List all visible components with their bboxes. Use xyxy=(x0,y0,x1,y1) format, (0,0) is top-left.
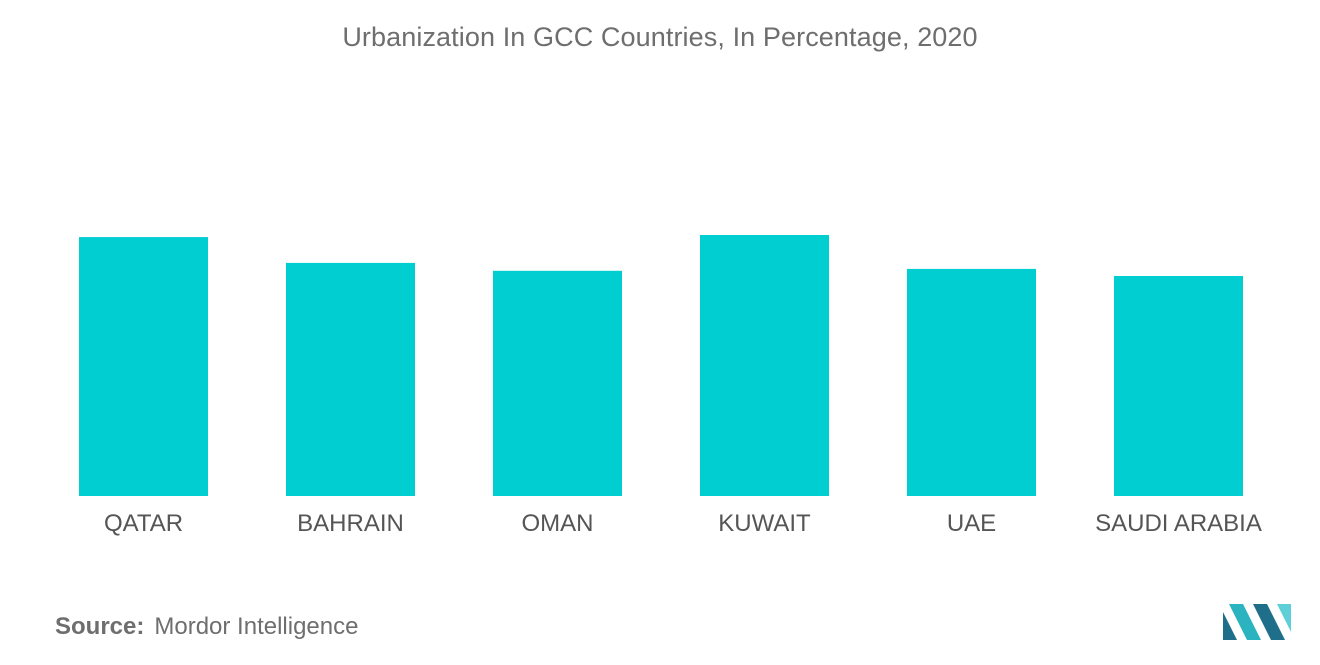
source-note: Source: Mordor Intelligence xyxy=(55,613,358,641)
bar-kuwait xyxy=(700,235,829,496)
chart-title: Urbanization In GCC Countries, In Percen… xyxy=(342,22,978,52)
bar-qatar xyxy=(79,237,208,496)
bar-saudi-arabia xyxy=(1114,276,1243,496)
source-text: Mordor Intelligence xyxy=(154,613,359,640)
x-tick-label: QATAR xyxy=(104,510,183,537)
mordor-intelligence-logo-icon xyxy=(1223,604,1291,640)
x-tick-label: KUWAIT xyxy=(718,510,811,537)
x-tick-label: BAHRAIN xyxy=(297,510,404,537)
bar-bahrain xyxy=(286,262,415,496)
source-label: Source: xyxy=(55,613,145,640)
x-tick-label: SAUDI ARABIA xyxy=(1095,510,1262,537)
bar-uae xyxy=(907,268,1036,496)
bar-oman xyxy=(493,270,622,496)
x-tick-label: OMAN xyxy=(522,510,594,537)
x-tick-label: UAE xyxy=(947,510,996,537)
